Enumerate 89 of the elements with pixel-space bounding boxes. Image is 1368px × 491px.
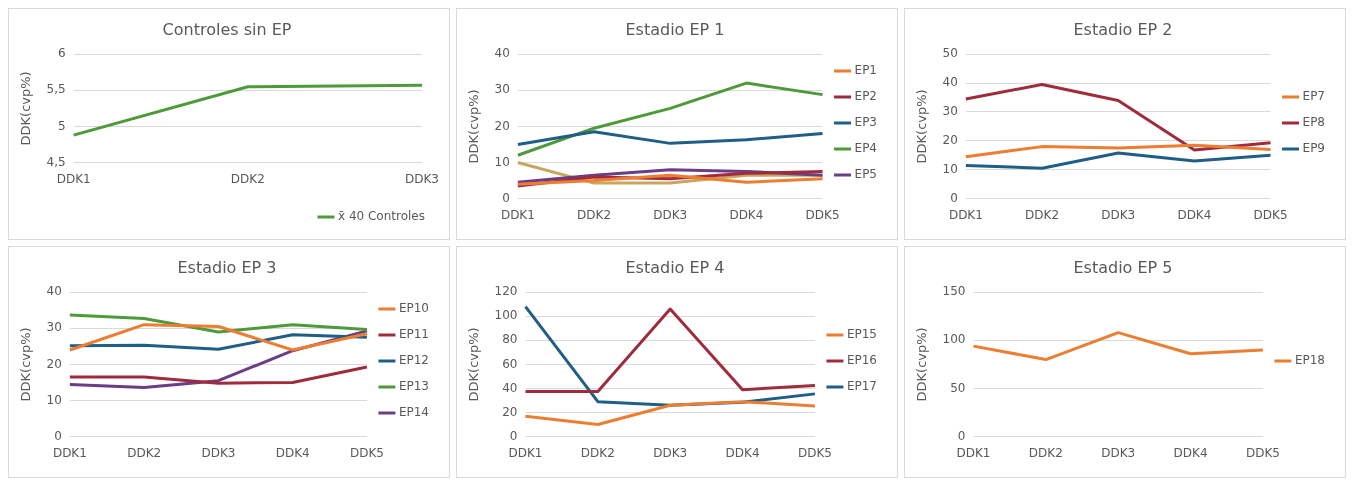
y-tick-label: 10 — [494, 154, 510, 169]
legend-label: x̄ 40 Controles — [337, 209, 425, 224]
legend-label: EP17 — [846, 379, 878, 394]
y-tick-label: 0 — [54, 428, 62, 443]
x-tick-label: DDK3 — [653, 207, 688, 222]
y-tick-label: 30 — [942, 104, 958, 119]
y-tick-label: 4,5 — [46, 154, 66, 169]
y-tick-label: 20 — [942, 132, 958, 147]
legend-label: EP8 — [1302, 115, 1325, 130]
y-tick-label: 40 — [46, 284, 62, 299]
legend-label: EP2 — [854, 89, 877, 104]
x-tick-label: DDK5 — [349, 445, 384, 460]
legend-label: EP18 — [1294, 353, 1326, 368]
chart-title: Controles sin EP — [162, 19, 292, 39]
y-tick-label: 30 — [46, 320, 62, 335]
x-tick-label: DDK4 — [275, 445, 310, 460]
x-tick-label: DDK2 — [1028, 445, 1063, 460]
x-tick-label: DDK4 — [1173, 445, 1208, 460]
x-tick-label: DDK4 — [725, 445, 760, 460]
y-axis-title: DDK(cvp%) — [466, 327, 482, 402]
y-axis-title: DDK(cvp%) — [466, 89, 482, 164]
y-tick-label: 5,5 — [46, 82, 66, 97]
y-tick-label: 50 — [950, 380, 966, 395]
x-tick-label: DDK3 — [1101, 445, 1136, 460]
y-tick-label: 120 — [494, 284, 518, 299]
x-tick-label: DDK4 — [729, 207, 764, 222]
y-axis-title: DDK(cvp%) — [18, 327, 34, 402]
y-tick-label: 40 — [942, 75, 958, 90]
x-tick-label: DDK1 — [56, 171, 91, 186]
x-tick-label: DDK2 — [577, 207, 612, 222]
y-tick-label: 30 — [494, 82, 510, 97]
x-tick-label: DDK3 — [201, 445, 236, 460]
legend-label: EP9 — [1302, 141, 1325, 156]
x-tick-label: DDK1 — [500, 207, 535, 222]
y-tick-label: 0 — [509, 428, 518, 443]
y-tick-label: 0 — [502, 190, 510, 205]
x-tick-label: DDK4 — [1177, 207, 1212, 222]
x-tick-label: DDK5 — [797, 445, 832, 460]
y-tick-label: 60 — [502, 356, 518, 371]
x-tick-label: DDK3 — [653, 445, 688, 460]
y-axis-title: DDK(cvp%) — [18, 71, 34, 146]
y-tick-label: 5 — [58, 118, 66, 133]
x-tick-label: DDK5 — [1253, 207, 1288, 222]
y-tick-label: 6 — [58, 46, 66, 61]
legend-label: EP4 — [854, 141, 877, 156]
y-tick-label: 0 — [950, 190, 958, 205]
chart-title: Estadio EP 2 — [1073, 19, 1173, 39]
y-axis-title: DDK(cvp%) — [914, 89, 930, 164]
chart-title: Estadio EP 5 — [1073, 257, 1173, 277]
legend-label: EP12 — [398, 353, 430, 368]
y-tick-label: 150 — [942, 284, 966, 299]
y-tick-label: 100 — [494, 308, 518, 323]
legend-label: EP14 — [398, 405, 430, 420]
x-tick-label: DDK2 — [580, 445, 615, 460]
x-tick-label: DDK2 — [1025, 207, 1060, 222]
chart-title: Estadio EP 3 — [177, 257, 277, 277]
x-tick-label: DDK1 — [52, 445, 87, 460]
x-tick-label: DDK1 — [956, 445, 991, 460]
y-tick-label: 20 — [46, 356, 62, 371]
y-tick-label: 50 — [942, 46, 958, 61]
x-tick-label: DDK3 — [405, 171, 439, 186]
x-tick-label: DDK3 — [1101, 207, 1136, 222]
y-tick-label: 20 — [494, 118, 510, 133]
legend-label: EP15 — [846, 327, 878, 342]
y-tick-label: 80 — [502, 332, 518, 347]
legend-label: EP1 — [854, 63, 877, 78]
chart-title: Estadio EP 1 — [625, 19, 725, 39]
x-tick-label: DDK5 — [805, 207, 840, 222]
x-tick-label: DDK1 — [508, 445, 543, 460]
x-tick-label: DDK2 — [230, 171, 265, 186]
x-tick-label: DDK2 — [127, 445, 162, 460]
legend-label: EP7 — [1302, 89, 1325, 104]
legend-label: EP11 — [398, 327, 430, 342]
legend-label: EP5 — [854, 167, 877, 182]
y-tick-label: 10 — [46, 392, 62, 407]
x-tick-label: DDK5 — [1245, 445, 1280, 460]
y-tick-label: 100 — [942, 332, 966, 347]
y-tick-label: 40 — [502, 380, 518, 395]
y-tick-label: 40 — [494, 46, 510, 61]
chart-title: Estadio EP 4 — [625, 257, 725, 277]
y-tick-label: 20 — [502, 404, 518, 419]
y-tick-label: 10 — [942, 161, 958, 176]
x-tick-label: DDK1 — [948, 207, 983, 222]
y-axis-title: DDK(cvp%) — [914, 327, 930, 402]
legend-label: EP16 — [846, 353, 878, 368]
y-tick-label: 0 — [957, 428, 966, 443]
legend-label: EP13 — [398, 379, 430, 394]
legend-label: EP3 — [854, 115, 877, 130]
legend-label: EP10 — [398, 301, 430, 316]
